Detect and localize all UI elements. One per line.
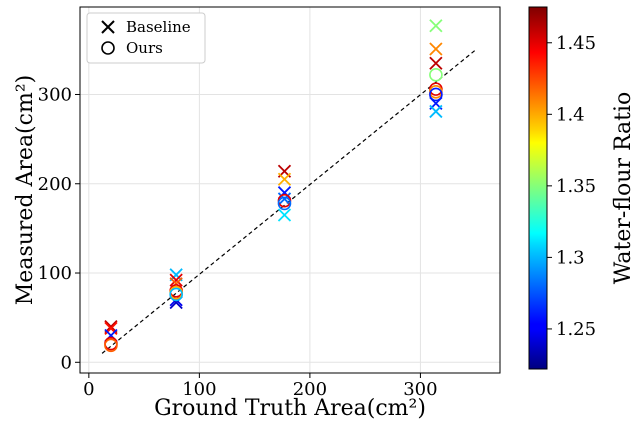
reference-dashed-line xyxy=(101,49,477,354)
colorbar-tick-label: 1.25 xyxy=(556,319,596,340)
x-tick-label: 100 xyxy=(182,379,216,400)
baseline-point xyxy=(429,19,443,33)
y-tick-label: 200 xyxy=(38,174,72,195)
legend: Baseline Ours xyxy=(86,12,206,64)
y-axis-title: Measured Area(cm²) xyxy=(13,75,38,305)
colorbar-tick-label: 1.4 xyxy=(556,104,585,125)
baseline-point xyxy=(169,273,183,287)
reference-line xyxy=(101,49,477,354)
x-tick-label: 0 xyxy=(83,379,94,400)
ours-point xyxy=(429,87,443,102)
x-tick-label: 200 xyxy=(293,379,327,400)
x-axis-title: Ground Truth Area(cm²) xyxy=(154,396,426,421)
ours-point xyxy=(104,338,118,353)
colorbar-tick-label: 1.35 xyxy=(556,176,596,197)
colorbar-tick-label: 1.3 xyxy=(556,247,585,268)
y-tick-label: 100 xyxy=(38,263,72,284)
baseline-point xyxy=(429,42,443,56)
legend-label-ours: Ours xyxy=(126,39,163,57)
ours-point xyxy=(429,85,443,99)
ours-point xyxy=(429,68,443,82)
baseline-point xyxy=(277,208,292,222)
y-tick-label: 300 xyxy=(38,84,72,105)
legend-label-baseline: Baseline xyxy=(126,18,191,36)
legend-box xyxy=(86,12,206,64)
colorbar-title: Water-flour Ratio xyxy=(611,92,636,285)
baseline-point xyxy=(277,172,292,186)
plot-frame xyxy=(79,6,501,374)
ours-point xyxy=(277,193,292,208)
y-tick-label: 0 xyxy=(61,352,72,373)
ours-point xyxy=(169,287,183,302)
x-ticks: 0 100 200 300 xyxy=(83,373,438,400)
baseline-point xyxy=(429,104,443,119)
colorbar-ticks: 1.25 1.3 1.35 1.4 1.45 xyxy=(547,33,596,340)
legend-marker-ours xyxy=(101,41,115,55)
legend-marker-baseline xyxy=(101,20,115,34)
y-ticks: 0 100 200 300 xyxy=(38,84,80,373)
ours-point xyxy=(277,196,292,211)
baseline-point xyxy=(277,192,292,206)
colorbar: 1.25 1.3 1.35 1.4 1.45 Water-flour Ratio xyxy=(528,6,636,370)
colorbar-gradient xyxy=(528,6,548,370)
baseline-point xyxy=(429,56,443,70)
data-points xyxy=(104,19,443,353)
x-tick-label: 300 xyxy=(403,379,437,400)
colorbar-tick-label: 1.45 xyxy=(556,33,596,54)
